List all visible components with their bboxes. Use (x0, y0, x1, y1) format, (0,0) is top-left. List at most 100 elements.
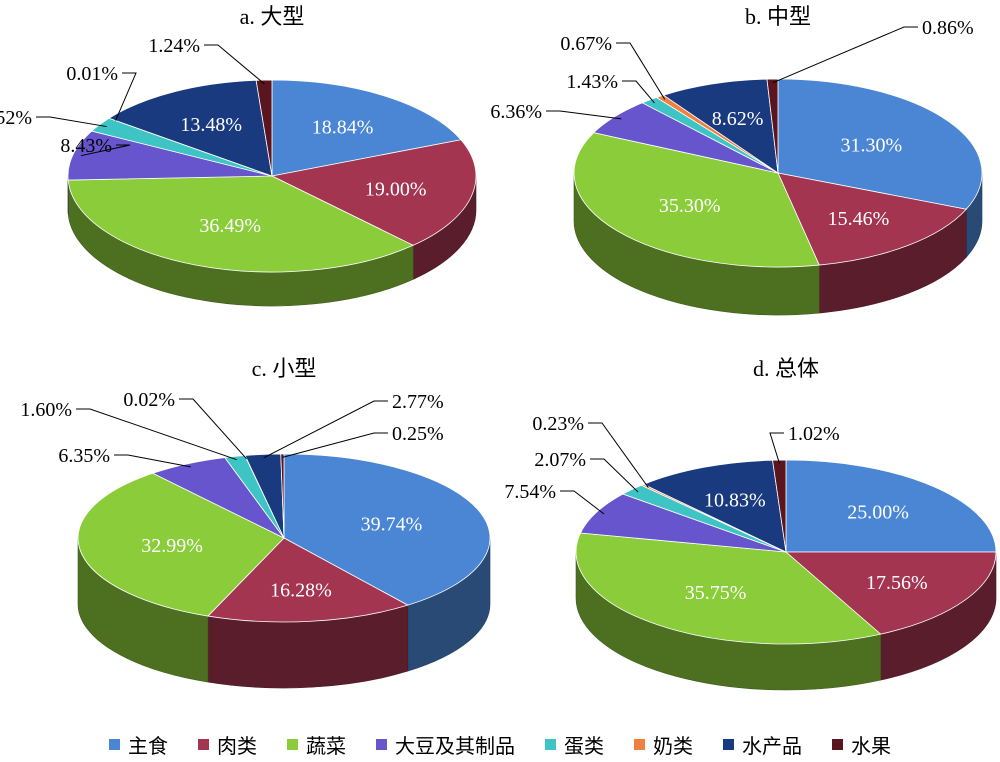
data-label-meat: 19.00% (365, 178, 427, 200)
leader-line (769, 432, 784, 464)
pie-slice-seafood (108, 79, 273, 177)
leader-line (622, 80, 655, 104)
legend-item-egg: 蛋类 (545, 730, 604, 759)
leader-line (114, 454, 191, 468)
pie-slice-seafood (642, 459, 787, 553)
data-label-meat: 15.46% (828, 208, 890, 230)
legend-swatch (376, 738, 387, 750)
data-label-fruit: 0.25% (392, 423, 444, 445)
legend-item-soy: 大豆及其制品 (376, 730, 515, 759)
pie-slice-fruit (280, 453, 285, 539)
pie-slice-fruit (772, 459, 787, 553)
data-label-dairy: 0.02% (123, 389, 175, 411)
data-label-soy: 6.35% (58, 445, 110, 467)
legend-label: 主食 (128, 733, 168, 758)
pie-chart-1: a. 大型 18.84% 19.00% 36.49% 8.43% 2.52% 0.01% 13… (0, 4, 477, 307)
legend-swatch (198, 738, 209, 750)
data-label-egg: 1.60% (20, 399, 72, 421)
pie-slice-staple (777, 78, 983, 210)
data-label-egg: 2.07% (534, 449, 586, 471)
pie-slice-vegetable (573, 132, 820, 268)
data-label-meat: 17.56% (866, 572, 928, 594)
leader-line (80, 144, 131, 157)
pie-slice-meat (784, 551, 997, 635)
leader-line (546, 110, 622, 120)
data-label-seafood: 10.83% (704, 490, 766, 512)
leader-line (616, 42, 666, 100)
legend: 主食 肉类 蔬菜 大豆及其制品 蛋类 奶类 水产品 水果 (0, 726, 1000, 762)
chart-title: d. 总体 (753, 356, 819, 381)
pie-slice-fruit (766, 78, 779, 174)
leader-line (590, 458, 639, 493)
data-label-fruit: 1.24% (148, 35, 200, 57)
data-label-dairy: 0.67% (560, 33, 612, 55)
data-label-seafood: 2.77% (392, 391, 444, 413)
pie-chart-3: c. 小型 39.74% 16.28% 32.99% 6.35% 1.60% 0.02% 2.… (20, 356, 491, 689)
legend-item-vegetable: 蔬菜 (287, 730, 346, 759)
data-label-staple: 39.74% (361, 513, 423, 535)
pie-slice-staple (283, 453, 491, 606)
data-label-staple: 25.00% (847, 502, 909, 524)
leader-line (588, 422, 649, 488)
legend-label: 大豆及其制品 (395, 733, 515, 758)
legend-label: 肉类 (217, 733, 257, 758)
pie-chart-4: d. 总体 25.00% 17.56% 35.75% 7.54% 2.07% 0.23% 10… (504, 356, 997, 691)
data-label-egg: 1.43% (566, 71, 618, 93)
data-label-dairy: 0.01% (66, 63, 118, 85)
data-label-soy: 8.43% (60, 135, 112, 157)
legend-item-staple: 主食 (109, 730, 168, 759)
pie-chart-2: b. 中型 31.30% 15.46% 35.30% 6.36% 1.43% 0.67% 8.… (490, 4, 983, 316)
leader-line (282, 432, 388, 458)
leader-line (263, 400, 388, 459)
pie-slice-seafood (662, 78, 779, 174)
legend-item-fruit: 水果 (832, 730, 891, 759)
pie-slice-fruit (255, 79, 273, 177)
leader-line (560, 490, 605, 515)
leader-line (179, 398, 247, 460)
data-label-egg: 2.52% (0, 107, 32, 129)
pie-slice-vegetable (575, 532, 882, 645)
legend-label: 水产品 (742, 733, 802, 758)
legend-item-seafood: 水产品 (723, 730, 802, 759)
legend-swatch (634, 738, 645, 750)
leader-line (76, 408, 237, 461)
data-label-vegetable: 35.30% (659, 195, 721, 217)
pie-slice-vegetable (67, 175, 415, 273)
legend-swatch (109, 738, 120, 750)
data-label-seafood: 8.62% (712, 108, 764, 130)
pie-charts: a. 大型 18.84% 19.00% 36.49% 8.43% 2.52% 0.01% 13… (0, 4, 997, 691)
data-label-fruit: 1.02% (788, 423, 840, 445)
data-label-meat: 16.28% (270, 580, 332, 602)
legend-label: 蛋类 (564, 733, 604, 758)
data-label-soy: 6.36% (490, 101, 542, 123)
pie-slice-vegetable (77, 472, 285, 617)
legend-item-meat: 肉类 (198, 730, 257, 759)
pie-slice-soy (579, 493, 787, 553)
leader-line (36, 116, 107, 128)
chart-title: c. 小型 (252, 356, 317, 381)
data-label-vegetable: 36.49% (199, 215, 261, 237)
chart-title: b. 中型 (745, 4, 811, 29)
pie-slice-staple (785, 459, 997, 553)
data-label-vegetable: 35.75% (685, 582, 747, 604)
data-label-staple: 31.30% (841, 134, 903, 156)
legend-item-dairy: 奶类 (634, 730, 693, 759)
leader-line (772, 26, 918, 84)
legend-label: 水果 (851, 733, 891, 758)
data-label-vegetable: 32.99% (141, 535, 203, 557)
data-label-staple: 18.84% (312, 117, 374, 139)
data-label-seafood: 13.48% (180, 114, 242, 136)
legend-label: 蔬菜 (306, 733, 346, 758)
legend-swatch (832, 738, 843, 750)
data-label-soy: 7.54% (504, 481, 556, 503)
pie-slice-meat (207, 537, 409, 623)
legend-swatch (287, 738, 298, 750)
pie-slice-soy (67, 130, 273, 181)
legend-swatch (545, 738, 556, 750)
pie-slice-meat (270, 139, 477, 246)
leader-line (115, 72, 137, 121)
legend-label: 奶类 (653, 733, 693, 758)
legend-swatch (723, 738, 734, 750)
data-label-dairy: 0.23% (532, 413, 584, 435)
chart-title: a. 大型 (240, 4, 305, 29)
